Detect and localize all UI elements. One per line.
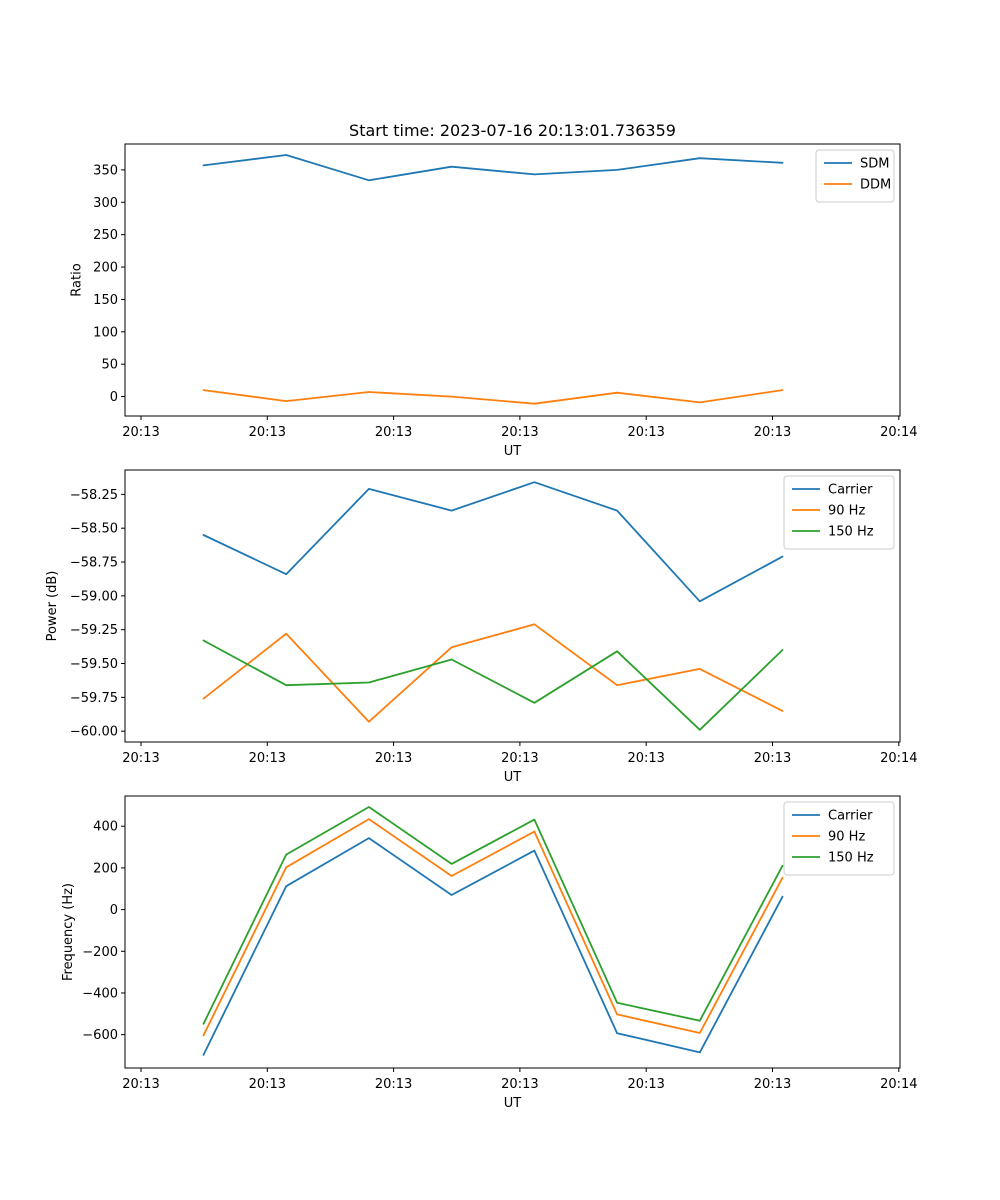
y-tick-label: −58.75 [70, 556, 118, 571]
chart-panel-2: 20:13 20:13 20:13 20:13 20:13 20:13 20:14 UT −60… [45, 469, 918, 785]
y-tick-label: 100 [93, 325, 118, 340]
y-tick-label: −59.25 [70, 623, 118, 638]
x-tick-label: 20:14 [880, 425, 917, 440]
x-tick-label: 20:13 [375, 425, 412, 440]
chart-panel-3: 20:13 20:13 20:13 20:13 20:13 20:13 20:14 UT −60… [61, 795, 918, 1111]
series-line-ddm [202, 389, 784, 405]
series-line-sdm [202, 154, 784, 182]
x-tick-label: 20:13 [501, 425, 538, 440]
x-tick-label: 20:13 [122, 1077, 159, 1092]
y-tick-label: 0 [110, 903, 118, 918]
series-line-carrier [202, 481, 784, 603]
x-tick-label: 20:13 [501, 1077, 538, 1092]
x-tick-label: 20:13 [122, 425, 159, 440]
legend-label: 90 Hz [828, 504, 865, 519]
y-tick-label: −58.50 [70, 522, 118, 537]
x-tick-label: 20:13 [375, 751, 412, 766]
y-tick-label: −59.50 [70, 657, 118, 672]
x-tick-label: 20:14 [880, 751, 917, 766]
axes-frame [124, 469, 901, 743]
y-tick-label: 50 [101, 358, 118, 373]
y-tick-label: 0 [110, 390, 118, 405]
y-axis-label: Power (dB) [45, 571, 60, 642]
series-line-90-hz [202, 623, 784, 723]
y-axis-label: Frequency (Hz) [61, 883, 76, 981]
y-tick-label: −200 [82, 945, 118, 960]
y-tick-label: −60.00 [70, 725, 118, 740]
figure-title: Start time: 2023-07-16 20:13:01.736359 [349, 121, 676, 140]
y-tick-label: −400 [82, 986, 118, 1001]
x-axis-label: UT [504, 770, 522, 785]
chart-panel-1: 20:13 20:13 20:13 20:13 20:13 20:13 20:14 UT 0 50… [69, 143, 918, 459]
legend: SDM DDM [815, 149, 895, 203]
x-tick-label: 20:13 [754, 1077, 791, 1092]
y-tick-label: 350 [93, 163, 118, 178]
x-tick-label: 20:13 [627, 1077, 664, 1092]
x-tick-label: 20:13 [249, 1077, 286, 1092]
x-tick-label: 20:13 [754, 751, 791, 766]
series-line-150-hz [202, 639, 784, 731]
y-tick-label: 300 [93, 196, 118, 211]
legend: Carrier 90 Hz 150 Hz [783, 801, 895, 876]
series-line-150-hz [202, 806, 784, 1025]
y-tick-label: −58.25 [70, 488, 118, 503]
x-tick-label: 20:13 [249, 425, 286, 440]
legend-label: DDM [860, 178, 891, 193]
legend-label: SDM [860, 157, 889, 172]
x-axis-label: UT [504, 1096, 522, 1111]
y-tick-label: −600 [82, 1028, 118, 1043]
y-tick-label: −59.00 [70, 589, 118, 604]
y-tick-label: 400 [93, 820, 118, 835]
series-line-90-hz [202, 818, 784, 1037]
x-tick-label: 20:13 [627, 751, 664, 766]
x-tick-label: 20:13 [754, 425, 791, 440]
y-tick-label: 200 [93, 261, 118, 276]
legend: Carrier 90 Hz 150 Hz [783, 475, 895, 550]
x-tick-label: 20:13 [627, 425, 664, 440]
y-tick-label: 150 [93, 293, 118, 308]
y-tick-label: −59.75 [70, 691, 118, 706]
legend-label: Carrier [828, 483, 873, 498]
y-axis-label: Ratio [69, 263, 84, 296]
x-tick-label: 20:13 [375, 1077, 412, 1092]
y-tick-label: 200 [93, 861, 118, 876]
x-tick-label: 20:13 [122, 751, 159, 766]
x-tick-label: 20:14 [880, 1077, 917, 1092]
legend-label: Carrier [828, 809, 873, 824]
legend-label: 150 Hz [828, 851, 874, 866]
series-line-carrier [202, 837, 784, 1056]
x-axis-label: UT [504, 444, 522, 459]
axes-frame [124, 795, 901, 1069]
x-tick-label: 20:13 [249, 751, 286, 766]
y-tick-label: 250 [93, 228, 118, 243]
axes-frame [124, 143, 901, 417]
x-tick-label: 20:13 [501, 751, 538, 766]
legend-label: 150 Hz [828, 525, 874, 540]
legend-label: 90 Hz [828, 830, 865, 845]
